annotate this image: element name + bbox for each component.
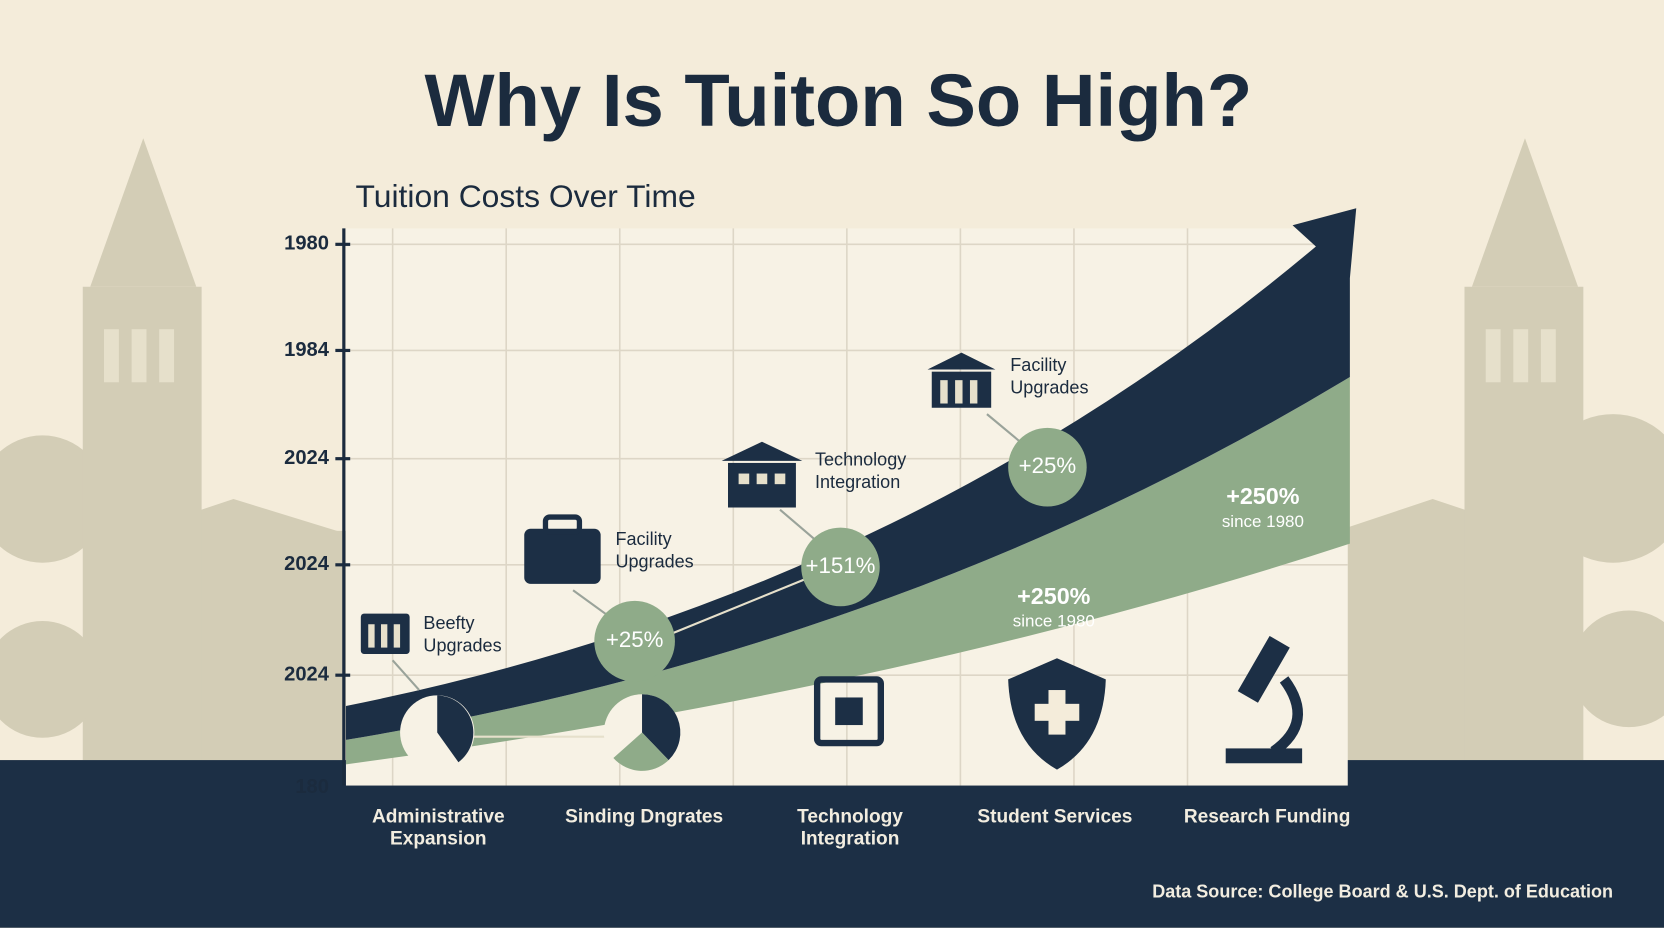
y-axis-label: 2024 (284, 664, 330, 686)
y-axis-label: 1980 (284, 233, 329, 255)
icon-details (368, 380, 978, 648)
y-axis-label: 180 (295, 776, 329, 798)
callout-circle (1008, 427, 1087, 507)
icon-label: Upgrades (423, 635, 501, 655)
background-windows (104, 329, 1556, 383)
annotation-note: since 1980 (1013, 612, 1095, 631)
callout-label: +25% (1019, 453, 1077, 478)
icon-label: Upgrades (1010, 377, 1088, 397)
trend-arrow (345, 208, 1357, 740)
footer-band (0, 760, 1664, 928)
annotation-value: +250% (1017, 583, 1091, 609)
callout-label: +151% (806, 553, 876, 578)
annotation-note: since 1980 (1222, 512, 1304, 531)
icon-label: Facility (616, 529, 672, 549)
title: Why Is Tuiton So High? (424, 59, 1252, 142)
icon-label: Technology (815, 450, 906, 470)
category-label: Sinding Dngrates (565, 806, 723, 827)
pie-icons (400, 694, 681, 771)
icons (360, 352, 1303, 770)
y-axis-label: 2024 (284, 447, 330, 469)
icon-label: Upgrades (616, 551, 694, 571)
category-label: Administrative (372, 806, 505, 827)
category-label: Research Funding (1184, 806, 1351, 827)
category-label: Expansion (390, 829, 487, 850)
callout-circle (801, 527, 880, 607)
callout-circle (594, 600, 675, 682)
connectors (391, 413, 1020, 738)
icon-label: Facility (1010, 355, 1066, 375)
subtitle: Tuition Costs Over Time (356, 178, 696, 214)
y-axis-label: 2024 (284, 553, 330, 575)
category-label: Student Services (977, 806, 1132, 827)
category-label: Technology (797, 806, 903, 827)
y-axis-label: 1984 (284, 339, 330, 361)
icon-label: Beefty (423, 613, 474, 633)
callout-label: +25% (606, 627, 664, 652)
category-label: Integration (801, 829, 900, 850)
source: Data Source: College Board & U.S. Dept. … (1152, 882, 1613, 902)
icon-label: Integration (815, 472, 900, 492)
annotation-value: +250% (1226, 483, 1300, 509)
